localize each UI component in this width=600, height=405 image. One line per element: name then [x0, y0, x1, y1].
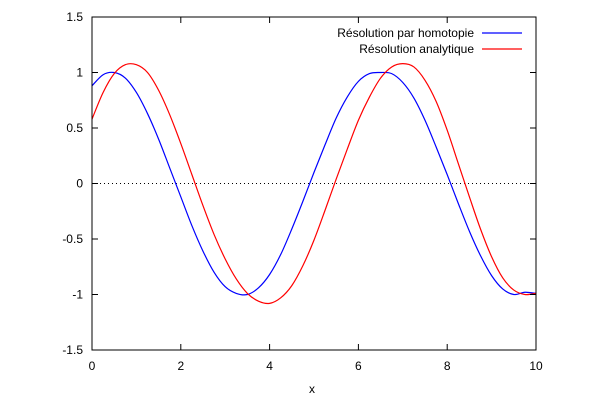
x-tick-label: 0	[89, 359, 96, 373]
y-tick-label: -1	[72, 288, 83, 302]
legend-label-2: Résolution analytique	[359, 42, 474, 56]
x-axis-label: x	[309, 382, 315, 396]
y-tick-label: -0.5	[62, 232, 83, 246]
y-tick-label: 0	[76, 177, 83, 191]
x-tick-label: 10	[529, 359, 543, 373]
legend: Résolution par homotopie Résolution analy…	[337, 26, 522, 56]
y-tick-label: 1	[76, 66, 83, 80]
x-tick-label: 8	[444, 359, 451, 373]
y-tick-label: 0.5	[66, 121, 83, 135]
x-tick-label: 6	[355, 359, 362, 373]
y-tick-label: -1.5	[62, 343, 83, 357]
tick-layer: 0 2 4 6 8 10 -1.5 -1 -0.5 0 0.5 1 1.5	[62, 10, 543, 373]
series-line-2	[92, 63, 536, 305]
x-tick-label: 2	[177, 359, 184, 373]
y-tick-label: 1.5	[66, 10, 83, 24]
x-tick-label: 4	[266, 359, 273, 373]
legend-label-1: Résolution par homotopie	[337, 26, 474, 40]
series-line-1	[92, 71, 536, 296]
series-layer	[92, 63, 536, 305]
